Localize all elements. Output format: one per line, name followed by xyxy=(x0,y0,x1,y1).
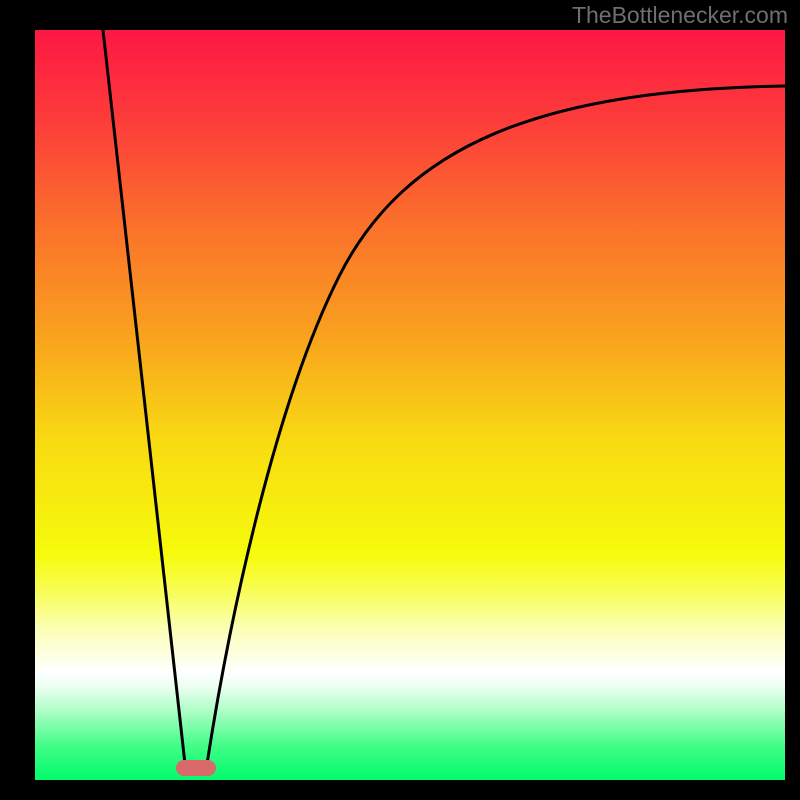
sweet-spot-marker xyxy=(176,760,216,776)
plot-svg xyxy=(35,30,785,780)
gradient-background xyxy=(35,30,785,780)
frame-right xyxy=(785,0,800,800)
watermark-text: TheBottlenecker.com xyxy=(572,2,788,29)
sweet-spot-pill xyxy=(176,760,216,776)
frame-left xyxy=(0,0,35,800)
frame-bottom xyxy=(0,780,800,800)
plot-area xyxy=(35,30,785,780)
